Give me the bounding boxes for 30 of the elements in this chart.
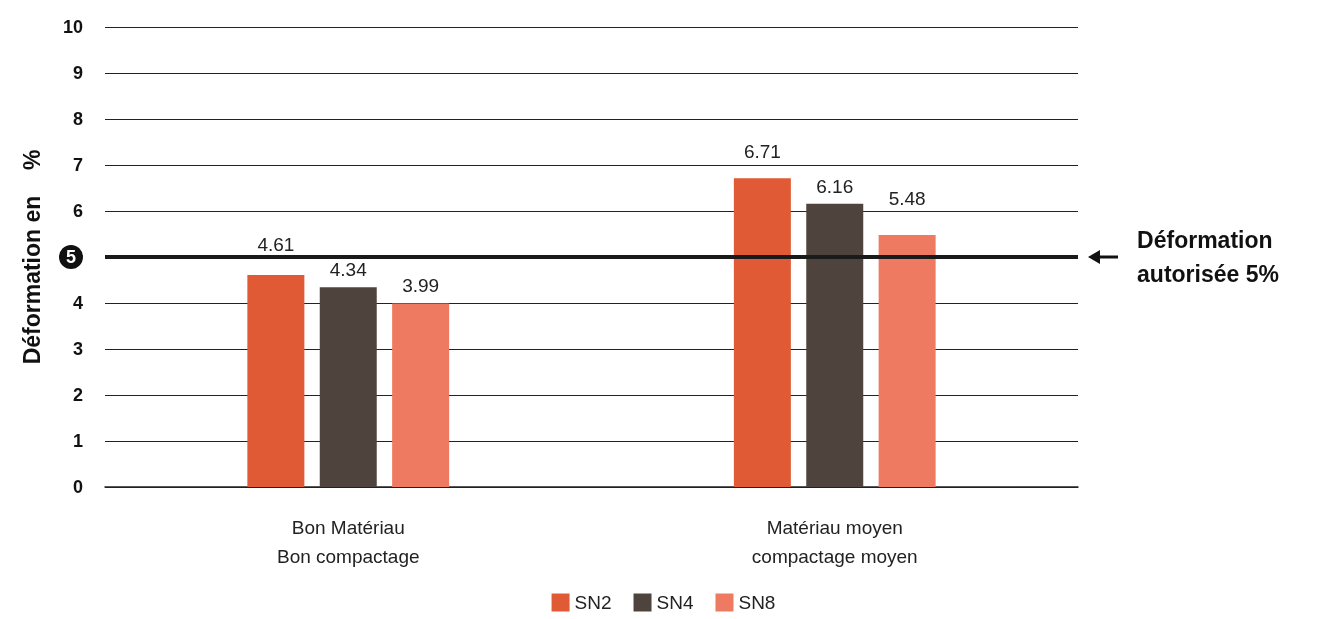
bar: [806, 203, 864, 487]
bar: [319, 287, 377, 487]
bar: [392, 303, 450, 487]
x-tick-label: Bon Matériau Bon compactage: [276, 517, 420, 567]
bar: [733, 178, 791, 487]
y-tick-label: 4: [72, 293, 83, 313]
data-label: 6.16: [816, 175, 854, 197]
bar: [247, 274, 305, 487]
data-label: 4.61: [257, 233, 295, 255]
y-tick-label: 5: [65, 247, 77, 267]
legend-label: SN4: [656, 592, 694, 613]
legend-label: SN2: [574, 592, 612, 613]
data-label: 6.71: [743, 141, 781, 163]
y-tick-label: 2: [72, 385, 83, 405]
y-tick-label: 1: [72, 431, 83, 451]
y-tick-label: 6: [72, 201, 83, 221]
y-tick-label: 8: [72, 109, 83, 129]
ref-line-label: Déformation autorisée 5%: [1137, 227, 1279, 287]
y-tick-label: 7: [72, 155, 83, 175]
y-tick-label: 3: [72, 339, 83, 359]
bar: [878, 234, 936, 487]
y-axis-title: Déformation en %: [18, 149, 45, 365]
legend-label: SN8: [738, 592, 776, 613]
data-label: 5.48: [888, 187, 926, 209]
y-tick-label: 10: [62, 17, 83, 37]
y-tick-label: 0: [72, 477, 83, 497]
data-label: 3.99: [402, 275, 440, 297]
data-label: 4.34: [329, 259, 368, 281]
x-tick-label: Matériau moyen compactage moyen: [751, 517, 918, 567]
y-tick-label: 9: [72, 63, 83, 83]
